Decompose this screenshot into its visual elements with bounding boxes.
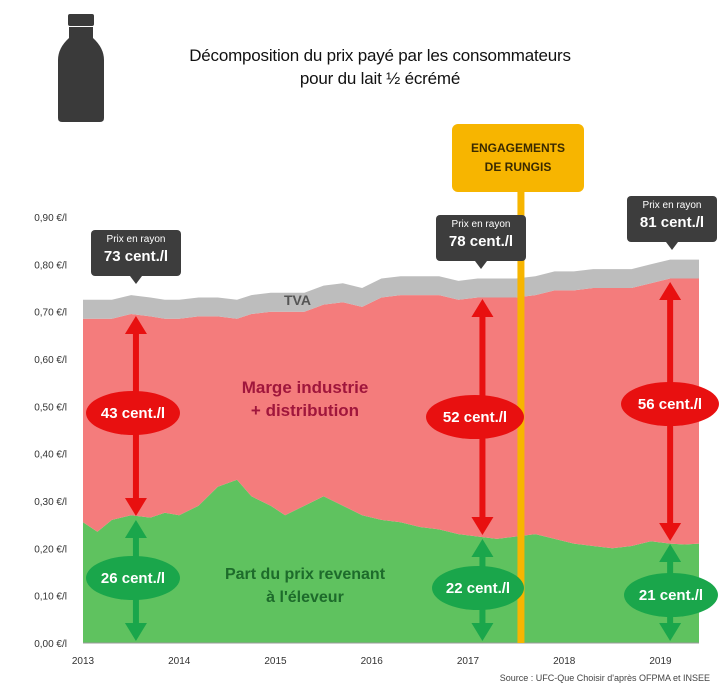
price-box-2013: Prix en rayon 73 cent./l xyxy=(91,230,181,284)
tva-label: TVA xyxy=(284,292,311,308)
eleveur-label: Part du prix revenant à l'éleveur xyxy=(195,563,415,609)
price-box-label: Prix en rayon xyxy=(451,219,511,230)
y-tick-label: 0,60 €/l xyxy=(34,355,67,366)
price-box-label: Prix en rayon xyxy=(642,200,702,211)
price-box-2017: Prix en rayon 78 cent./l xyxy=(436,215,526,269)
eleveur-label-line-1: Part du prix revenant xyxy=(224,566,386,583)
engagements-rungis-box: ENGAGEMENTS DE RUNGIS xyxy=(452,124,584,192)
area-eleveur xyxy=(83,479,699,643)
x-tick-label: 2018 xyxy=(553,656,576,667)
marge-label: Marge industrie + distribution xyxy=(205,376,405,422)
milk-bottle-icon xyxy=(58,14,104,122)
y-tick-label: 0,70 €/l xyxy=(34,308,67,319)
price-box-value: 78 cent./l xyxy=(448,233,514,250)
marge-label-line-1: Marge industrie xyxy=(241,378,369,397)
x-tick-label: 2017 xyxy=(457,656,480,667)
y-tick-label: 0,90 €/l xyxy=(34,213,67,224)
eleveur-label-line-2: à l'éleveur xyxy=(266,589,344,606)
marge-value-2017: 52 cent./l xyxy=(426,395,524,439)
y-tick-label: 0,00 €/l xyxy=(34,639,67,650)
engagements-line-1: ENGAGEMENTS xyxy=(470,141,565,155)
price-box-value: 73 cent./l xyxy=(103,248,169,265)
title-line-1: Décomposition du prix payé par les conso… xyxy=(189,46,571,65)
eleveur-value-2017: 22 cent./l xyxy=(432,566,524,610)
y-tick-label: 0,20 €/l xyxy=(34,544,67,555)
x-tick-label: 2019 xyxy=(649,656,672,667)
eleveur-value-2019: 21 cent./l xyxy=(624,573,718,617)
x-tick-label: 2015 xyxy=(264,656,287,667)
eleveur-value-2013: 26 cent./l xyxy=(86,556,180,600)
price-box-2019: Prix en rayon 81 cent./l xyxy=(627,196,717,250)
marge-value-2013: 43 cent./l xyxy=(86,391,180,435)
engagements-line-2: DE RUNGIS xyxy=(484,160,552,174)
price-box-label: Prix en rayon xyxy=(106,234,166,245)
x-tick-label: 2016 xyxy=(361,656,384,667)
x-tick-label: 2013 xyxy=(72,656,95,667)
area-tva xyxy=(83,259,699,319)
x-tick-label: 2014 xyxy=(168,656,191,667)
y-tick-label: 0,40 €/l xyxy=(34,450,67,461)
source-note: Source : UFC-Que Choisir d'après OFPMA e… xyxy=(499,673,710,683)
price-box-value: 81 cent./l xyxy=(639,214,705,231)
y-tick-label: 0,10 €/l xyxy=(34,592,67,603)
y-tick-label: 0,30 €/l xyxy=(34,497,67,508)
area-marge xyxy=(83,278,699,549)
title-line-2: pour du lait ½ écrémé xyxy=(299,69,461,88)
marge-label-line-2: + distribution xyxy=(250,401,360,420)
marge-value-2019: 56 cent./l xyxy=(621,382,719,426)
y-tick-label: 0,80 €/l xyxy=(34,260,67,271)
chart-title: Décomposition du prix payé par les conso… xyxy=(120,44,640,90)
y-tick-label: 0,50 €/l xyxy=(34,402,67,413)
